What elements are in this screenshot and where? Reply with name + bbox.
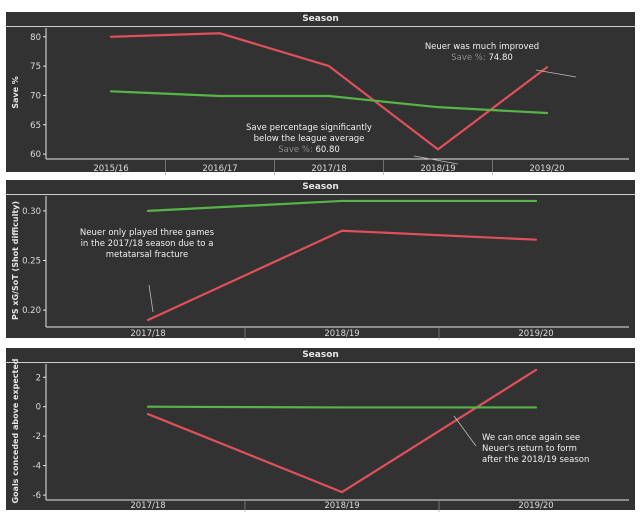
annotation-leader-line (535, 69, 577, 78)
annotation-text: Neuer only played three games (80, 228, 215, 238)
y-tick-label: 2 (36, 373, 41, 383)
annotation-value: 74.80 (488, 53, 512, 63)
goals-above-expected-chart: Goals conceded above expected -6 -4 -2 0 2 201… (11, 358, 629, 512)
shot-difficulty-chart: PS xG/SoT (Shot difficulty) 0.20 0.25 0.30 2… (11, 196, 629, 340)
save-pct-panel: Season Save % 60 65 70 75 80 2015/16 2016/17 201… (6, 12, 635, 175)
league-average-series-line (146, 405, 538, 409)
annotation-leader-line (413, 155, 459, 165)
y-axis-label: Goals conceded above expected (11, 358, 20, 503)
annotation-value: 60.80 (315, 145, 339, 155)
annotation-leader-line (453, 415, 477, 447)
y-tick-label: -2 (33, 432, 41, 442)
x-tick-label: 2019/20 (518, 501, 553, 511)
annotation-text: We can once again see (482, 433, 580, 443)
annotation-value-label: Save %: (278, 145, 315, 155)
x-tick-label: 2016/17 (202, 164, 237, 174)
x-tick-label: 2017/18 (130, 329, 165, 339)
y-tick-label: 70 (30, 91, 41, 101)
y-tick-label: 60 (30, 150, 41, 160)
neuer-series-line (146, 368, 538, 494)
league-average-series-line (146, 199, 538, 212)
annotation-text: Neuer was much improved (425, 42, 539, 52)
y-tick-label: 0.30 (22, 207, 41, 217)
goals-above-expected-panel: Season Goals conceded above expected -6 -4… (6, 348, 635, 512)
save-pct-chart: Save % 60 65 70 75 80 2015/16 2016/17 2017/18 201… (11, 28, 629, 175)
annotation-value-line: Save %: 60.80 (278, 145, 340, 155)
x-tick-label: 2018/19 (420, 164, 455, 174)
panel-header-season: Season (6, 12, 635, 27)
x-tick-label: 2018/19 (324, 501, 359, 511)
y-tick-label: 65 (30, 121, 41, 131)
y-tick-label: 80 (30, 33, 41, 43)
y-axis-label: Save % (11, 76, 20, 109)
annotation-text: after the 2018/19 season (482, 455, 589, 465)
x-tick-label: 2018/19 (324, 329, 359, 339)
x-tick-label: 2019/20 (518, 329, 553, 339)
annotation-text: below the league average (254, 134, 365, 144)
annotation-text: metatarsal fracture (106, 250, 188, 260)
annotation-value-line: Save %: 74.80 (451, 53, 513, 63)
x-tick-label: 2017/18 (130, 501, 165, 511)
y-tick-label: 75 (30, 62, 41, 72)
annotation-leader-line (148, 284, 154, 313)
annotation-text: in the 2017/18 season due to a (81, 239, 214, 249)
panel-header-season: Season (6, 180, 635, 195)
shot-difficulty-panel: Season PS xG/SoT (Shot difficulty) 0.20 0.… (6, 180, 635, 340)
annotation-value-label: Save %: (451, 53, 488, 63)
panel-header-season: Season (6, 348, 635, 363)
annotation-text: Neuer's return to form (482, 444, 577, 454)
league-average-series-line (109, 90, 549, 115)
y-tick-label: 0.20 (22, 306, 41, 316)
x-tick-label: 2015/16 (93, 164, 128, 174)
y-tick-label: 0 (36, 403, 41, 413)
y-tick-label: 0.25 (22, 257, 41, 267)
annotation-text: Save percentage significantly (246, 123, 372, 133)
neuer-series-line (146, 229, 538, 322)
y-axis-label: PS xG/SoT (Shot difficulty) (11, 201, 20, 320)
x-tick-label: 2017/18 (311, 164, 346, 174)
neuer-series-line (109, 32, 549, 151)
y-tick-label: -6 (33, 491, 41, 501)
y-tick-label: -4 (33, 462, 41, 472)
x-tick-label: 2019/20 (529, 164, 564, 174)
